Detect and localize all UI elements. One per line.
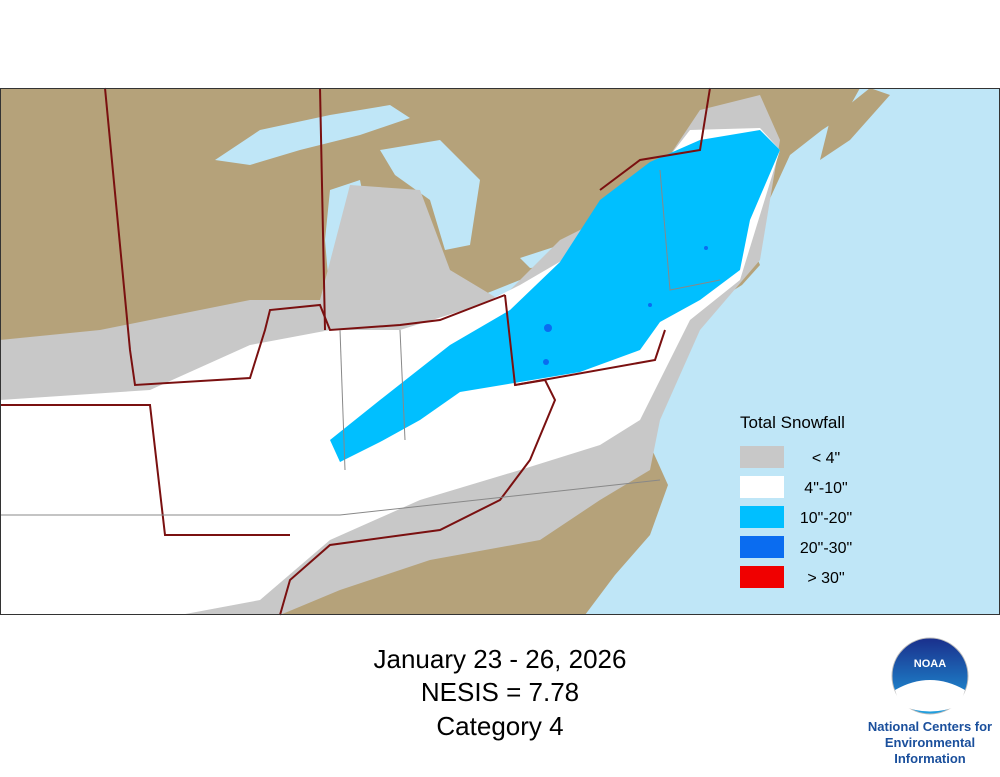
legend-label: 20"-30" (800, 540, 852, 557)
logo-bird (895, 680, 965, 712)
org-line: National Centers for (868, 719, 992, 734)
legend: Total Snowfall < 4" 4"-10" 10"-20" 20"-30" >… (740, 413, 852, 588)
snow-10-20 (330, 130, 780, 462)
legend-swatch (740, 506, 784, 528)
legend-swatch (740, 476, 784, 498)
org-line: Information (894, 751, 966, 766)
state-borders (0, 87, 711, 616)
caption-line: Category 4 (436, 711, 563, 741)
org-line: Environmental (885, 735, 975, 750)
map (0, 87, 1000, 616)
caption: January 23 - 26, 2026 NESIS = 7.78 Categ… (374, 644, 627, 741)
legend-swatch (740, 566, 784, 588)
logo: NOAA National Centers for Environmental … (868, 637, 992, 766)
legend-label: 10"-20" (800, 510, 852, 527)
legend-label: > 30" (807, 570, 844, 587)
logo-text: NOAA (914, 658, 946, 670)
legend-label: 4"-10" (804, 480, 847, 497)
legend-title: Total Snowfall (740, 413, 845, 432)
county-lines (0, 169, 721, 516)
snow-20-30 (543, 246, 708, 365)
caption-line: NESIS = 7.78 (421, 677, 579, 707)
ocean (585, 88, 1000, 615)
legend-swatch (740, 446, 784, 468)
legend-label: < 4" (812, 450, 840, 467)
legend-swatch (740, 536, 784, 558)
nova-scotia (820, 88, 890, 160)
caption-line: January 23 - 26, 2026 (374, 644, 627, 674)
